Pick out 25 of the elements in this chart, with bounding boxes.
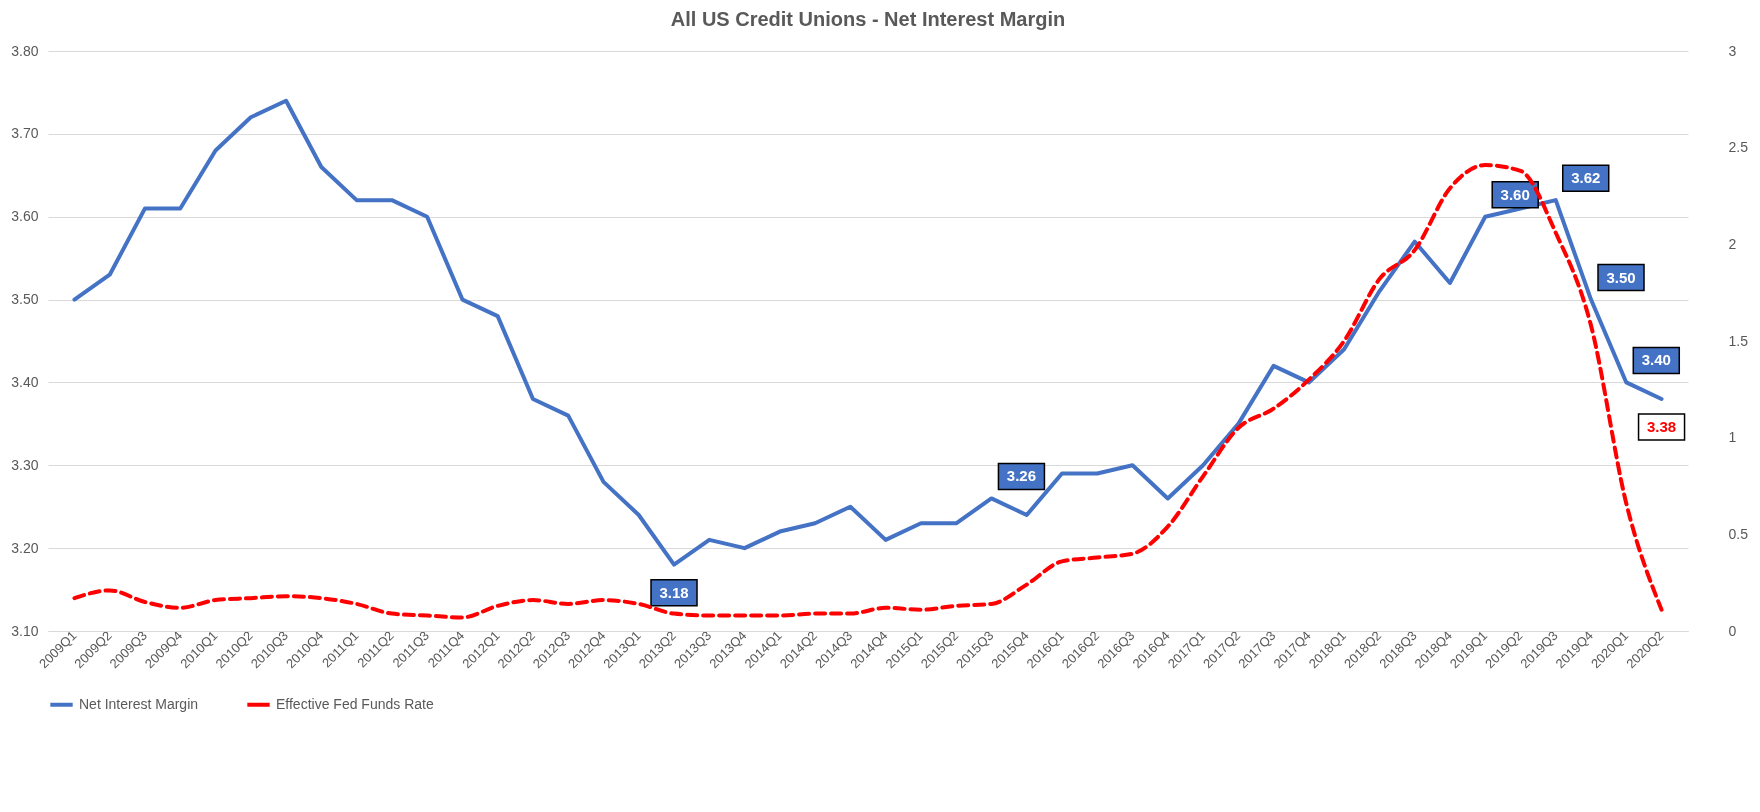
chart-title: All US Credit Unions - Net Interest Margin [670,8,1066,30]
y-tick-label: 3.20 [11,539,39,556]
y2-tick-label: 1 [1728,429,1737,446]
data-label: 3.38 [1646,418,1677,435]
data-label: 3.50 [1606,268,1636,286]
y2-tick-label: 1.5 [1728,332,1749,349]
y-tick-label: 3.50 [11,291,39,308]
y2-tick-label: 3 [1728,42,1737,59]
y-tick-label: 3.10 [11,622,39,639]
y2-tick-label: 0.5 [1728,525,1749,542]
data-label: 3.62 [1571,169,1601,187]
data-label: 3.40 [1641,351,1671,369]
y-tick-label: 3.40 [11,373,39,390]
y2-tick-label: 2 [1728,235,1737,252]
y2-tick-label: 2.5 [1728,139,1749,156]
legend-label: Effective Fed Funds Rate [276,695,434,712]
y-tick-label: 3.70 [11,125,39,142]
y2-tick-label: 0 [1728,622,1737,639]
data-label: 3.60 [1500,185,1530,203]
legend-label: Net Interest Margin [79,695,199,712]
y-tick-label: 3.30 [11,456,39,473]
data-label: 3.26 [1006,467,1037,485]
y-tick-label: 3.60 [11,208,39,225]
y-tick-label: 3.80 [11,42,39,59]
data-label: 3.18 [659,583,689,601]
